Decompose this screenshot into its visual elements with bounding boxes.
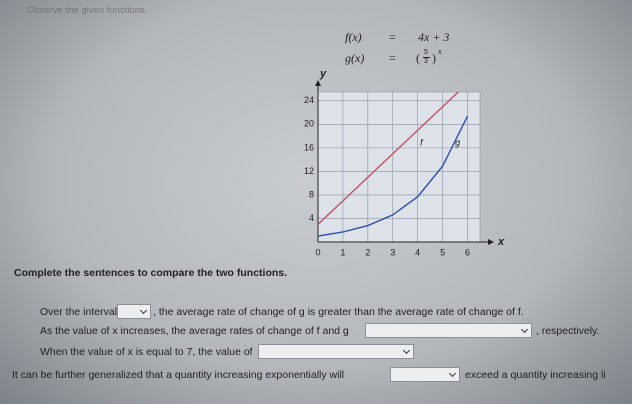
function-lhs: g(x) [345, 51, 365, 65]
y-tick-label: 16 [304, 142, 314, 152]
series-line [318, 92, 460, 225]
x-tick-label: 3 [390, 247, 395, 257]
dropdown[interactable] [117, 304, 151, 319]
denominator: 3 [424, 58, 428, 65]
x-tick-label: 1 [340, 247, 345, 257]
plot-area [317, 91, 481, 243]
sentence-text: When the value of x is equal to 7, the v… [40, 346, 253, 358]
y-tick-label: 24 [304, 95, 314, 105]
series-label: g [455, 138, 460, 148]
exponent: x [438, 47, 442, 56]
x-axis-label: x [497, 236, 505, 248]
sentence-text: , the average rate of change of g is gre… [153, 306, 524, 318]
series-group [318, 92, 469, 237]
x-tick-label: 4 [415, 247, 420, 257]
sentence-text: Over the interval [40, 306, 118, 318]
equals: = [389, 30, 396, 44]
y-tick-label: 12 [304, 166, 314, 176]
function-rhs: 4x + 3 [418, 30, 450, 44]
x-tick-label: 2 [365, 247, 370, 257]
numerator: 5 [424, 49, 428, 56]
y-axis-label: y [319, 68, 327, 80]
y-tick-label: 8 [309, 189, 314, 199]
series-line [318, 115, 469, 237]
instruction: Observe the given functions. [27, 5, 148, 16]
function-lhs: f(x) [345, 30, 362, 44]
paren: ) [432, 51, 436, 65]
sentence-text: As the value of x increases, the average… [40, 325, 349, 337]
y-tick-label: 4 [309, 213, 314, 223]
series-label: f [420, 138, 424, 148]
x-tick-label: 6 [465, 247, 470, 257]
sentence-text: , respectively. [536, 325, 600, 337]
prompt: Complete the sentences to compare the tw… [14, 267, 288, 279]
dropdown[interactable] [390, 367, 460, 382]
sentence-text: exceed a quantity increasing li [465, 369, 606, 381]
arrow [315, 80, 321, 86]
fraction-bar [423, 57, 430, 58]
y-tick-label: 20 [304, 119, 314, 129]
arrow [488, 239, 494, 245]
sentence-text: It can be further generalized that a qua… [12, 369, 345, 381]
x-tick-label: 0 [315, 247, 320, 257]
x-tick-label: 5 [440, 247, 445, 257]
dropdown[interactable] [258, 344, 414, 359]
equals: = [389, 51, 396, 65]
dropdown[interactable] [365, 323, 532, 338]
paren: ( [416, 51, 420, 65]
